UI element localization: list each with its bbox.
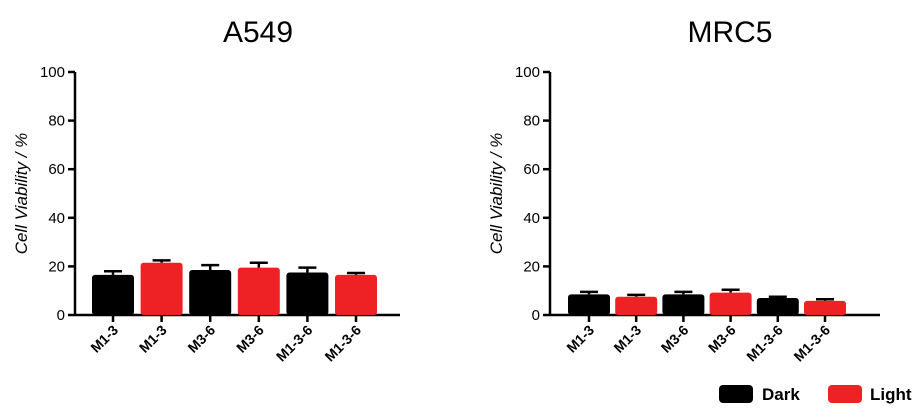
bar <box>804 300 846 315</box>
bar <box>709 292 752 315</box>
x-tick-label: M3-6 <box>705 322 739 356</box>
bar <box>568 294 610 315</box>
x-tick-label: M1-3-6 <box>273 322 316 365</box>
bar <box>140 262 183 315</box>
bar <box>92 274 134 315</box>
chart-panel-mrc5: MRC5 Cell Viability / % 0 20 40 60 80 100 M1-3 M1… <box>487 16 880 364</box>
y-tick-label: 20 <box>523 258 540 275</box>
x-tick-label: M3-6 <box>184 322 218 356</box>
x-tick-label: M1-3-6 <box>743 322 786 365</box>
y-tick-label: 20 <box>48 258 65 275</box>
chart-title: MRC5 <box>687 16 772 49</box>
x-tick-label: M1-3 <box>610 322 644 356</box>
y-tick-label: 40 <box>48 210 65 227</box>
bar <box>662 294 705 315</box>
chart-title: A549 <box>223 16 293 49</box>
y-tick-label: 100 <box>40 64 65 81</box>
bar <box>335 274 377 315</box>
x-tick-label: M1-3-6 <box>790 322 833 365</box>
x-tick-label: M1-3 <box>87 322 121 356</box>
x-tick-label: M3-6 <box>658 322 692 356</box>
bar <box>237 267 280 315</box>
legend-swatch-dark <box>719 385 753 403</box>
legend: Dark Light <box>719 385 912 404</box>
bar <box>286 272 329 315</box>
x-tick-label: M1-3-6 <box>321 322 364 365</box>
y-tick-label: 0 <box>532 307 540 324</box>
bar <box>189 270 232 315</box>
y-tick-label: 80 <box>48 113 65 130</box>
chart-panel-a549: A549 Cell Viability / % 0 20 40 60 80 100 M1-3 M1… <box>12 16 400 364</box>
y-axis-label: Cell Viability / % <box>487 133 506 255</box>
x-tick-label: M1-3 <box>136 322 170 356</box>
y-tick-label: 100 <box>515 64 540 81</box>
y-axis-label: Cell Viability / % <box>12 133 31 255</box>
bar <box>615 296 658 315</box>
y-tick-label: 40 <box>523 210 540 227</box>
x-tick-label: M1-3 <box>563 322 597 356</box>
bar <box>756 297 799 315</box>
y-tick-label: 0 <box>57 307 65 324</box>
legend-swatch-light <box>828 385 862 403</box>
legend-label-light: Light <box>870 385 912 404</box>
x-tick-label: M3-6 <box>233 322 267 356</box>
legend-label-dark: Dark <box>762 385 800 404</box>
y-tick-label: 60 <box>523 161 540 178</box>
y-tick-label: 60 <box>48 161 65 178</box>
y-tick-label: 80 <box>523 113 540 130</box>
